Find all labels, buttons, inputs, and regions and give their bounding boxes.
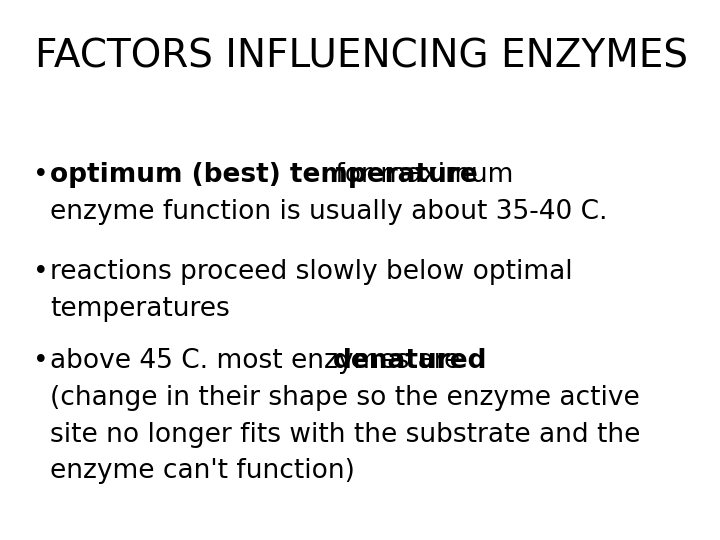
Text: •: • [32, 162, 48, 188]
Text: above 45 C. most enzymes are: above 45 C. most enzymes are [50, 348, 469, 374]
Text: (change in their shape so the enzyme active: (change in their shape so the enzyme act… [50, 385, 640, 411]
Text: enzyme can't function): enzyme can't function) [50, 458, 355, 484]
Text: optimum (best) temperature: optimum (best) temperature [50, 162, 478, 188]
Text: enzyme function is usually about 35-40 C.: enzyme function is usually about 35-40 C… [50, 199, 608, 225]
Text: site no longer fits with the substrate and the: site no longer fits with the substrate a… [50, 422, 641, 448]
Text: for maximum: for maximum [327, 162, 513, 188]
Text: •: • [32, 348, 48, 374]
Text: •: • [32, 259, 48, 285]
Text: reactions proceed slowly below optimal: reactions proceed slowly below optimal [50, 259, 573, 285]
Text: FACTORS INFLUENCING ENZYMES: FACTORS INFLUENCING ENZYMES [35, 38, 688, 76]
Text: denatured: denatured [333, 348, 487, 374]
Text: temperatures: temperatures [50, 296, 230, 322]
